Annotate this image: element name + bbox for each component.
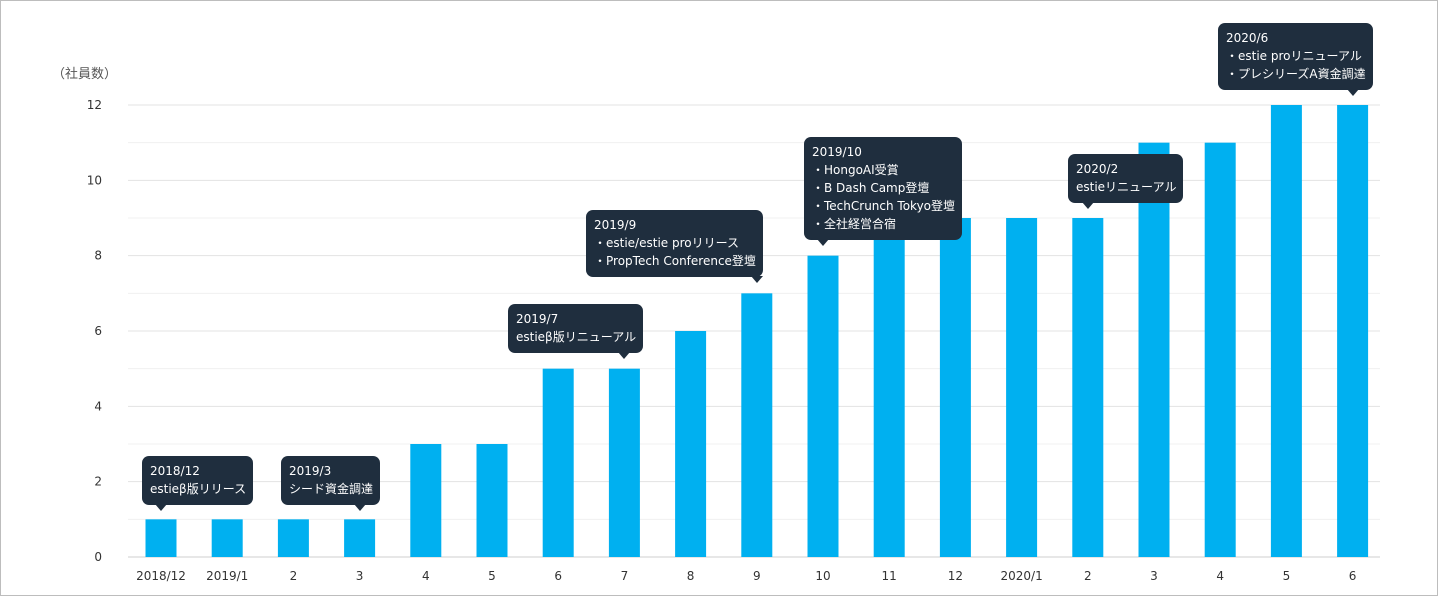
x-tick-label: 5 <box>1283 569 1291 583</box>
x-tick-label: 12 <box>948 569 963 583</box>
bar <box>542 368 574 557</box>
bar <box>807 255 839 557</box>
x-tick-label: 10 <box>815 569 830 583</box>
x-tick-label: 2 <box>1084 569 1092 583</box>
x-tick-label: 2020/1 <box>1000 569 1042 583</box>
bar <box>277 519 309 557</box>
annotation-text: ・estie proリニューアル <box>1226 49 1362 63</box>
bar <box>1006 218 1038 557</box>
x-tick-label: 6 <box>554 569 562 583</box>
bar <box>1204 142 1236 557</box>
annotation-text: ・プレシリーズA資金調達 <box>1226 67 1366 81</box>
bar <box>145 519 177 557</box>
annotation-callout: 2019/3 シード資金調達 <box>281 456 381 511</box>
bar <box>939 218 971 557</box>
annotation-pointer <box>353 504 366 511</box>
bar <box>873 218 905 557</box>
bar <box>1270 105 1302 557</box>
annotation-text: ・PropTech Conference登壇 <box>594 254 756 268</box>
annotation-callout: 2019/10 ・HongoAI受賞・B Dash Camp登壇・TechCrun… <box>804 137 963 246</box>
x-tick-label: 11 <box>882 569 897 583</box>
bar <box>211 519 243 557</box>
x-tick-label: 7 <box>621 569 629 583</box>
annotation-callout: 2020/2 estieリニューアル <box>1068 154 1184 209</box>
annotation-text: estieリニューアル <box>1076 180 1177 194</box>
x-tick-label: 9 <box>753 569 761 583</box>
annotation-pointer <box>155 504 167 511</box>
x-tick-label: 4 <box>422 569 430 583</box>
bar <box>344 519 376 557</box>
y-axis-title: （社員数） <box>52 67 118 82</box>
annotation-title: 2020/6 <box>1226 31 1269 45</box>
y-tick-label: 0 <box>94 550 102 564</box>
x-tick-label: 2 <box>290 569 298 583</box>
annotation-text: estieβ版リニューアル <box>516 330 637 344</box>
annotation-title: 2019/9 <box>594 218 637 232</box>
annotation-callout: 2019/7 estieβ版リニューアル <box>508 304 644 359</box>
y-tick-label: 4 <box>94 399 102 413</box>
x-tick-label: 4 <box>1216 569 1224 583</box>
annotation-title: 2019/3 <box>289 464 332 478</box>
annotation-pointer <box>817 239 829 246</box>
bar <box>476 444 508 557</box>
annotation-callout: 2018/12 estieβ版リリース <box>142 456 254 511</box>
annotation-text: ・B Dash Camp登壇 <box>812 181 930 195</box>
bar <box>410 444 442 557</box>
x-tick-label: 2018/12 <box>136 569 186 583</box>
annotation-text: ・estie/estie proリリース <box>594 236 740 250</box>
bar <box>1337 105 1369 557</box>
annotation-pointer <box>1346 89 1359 96</box>
annotation-pointer <box>618 352 631 359</box>
y-tick-label: 10 <box>87 173 102 187</box>
annotation-pointer <box>1081 202 1094 209</box>
annotation-text: ・全社経営合宿 <box>812 217 897 231</box>
annotation-title: 2019/7 <box>516 312 559 326</box>
x-tick-label: 2019/1 <box>206 569 248 583</box>
y-tick-label: 6 <box>94 324 102 338</box>
bar <box>1138 142 1170 557</box>
annotation-pointer <box>750 276 763 283</box>
x-tick-label: 3 <box>356 569 364 583</box>
annotation-text: ・TechCrunch Tokyo登壇 <box>812 199 956 213</box>
x-tick-label: 6 <box>1349 569 1357 583</box>
bar <box>741 293 773 557</box>
x-tick-label: 3 <box>1150 569 1158 583</box>
bar <box>608 368 640 557</box>
bar <box>1072 218 1104 557</box>
y-tick-label: 8 <box>94 249 102 263</box>
annotation-title: 2019/10 <box>812 145 862 159</box>
bar <box>675 331 707 557</box>
x-tick-label: 8 <box>687 569 695 583</box>
y-tick-label: 12 <box>87 98 102 112</box>
x-tick-label: 5 <box>488 569 496 583</box>
annotation-callout: 2019/9 ・estie/estie proリリース・PropTech Conf… <box>586 210 763 283</box>
annotation-text: estieβ版リリース <box>150 482 247 496</box>
annotation-title: 2018/12 <box>150 464 200 478</box>
annotation-text: シード資金調達 <box>289 482 374 496</box>
annotation-title: 2020/2 <box>1076 162 1119 176</box>
y-tick-label: 2 <box>94 475 102 489</box>
annotation-callout: 2020/6 ・estie proリニューアル ・プレシリーズA資金調達 <box>1218 23 1373 96</box>
annotation-text: ・HongoAI受賞 <box>812 163 899 177</box>
